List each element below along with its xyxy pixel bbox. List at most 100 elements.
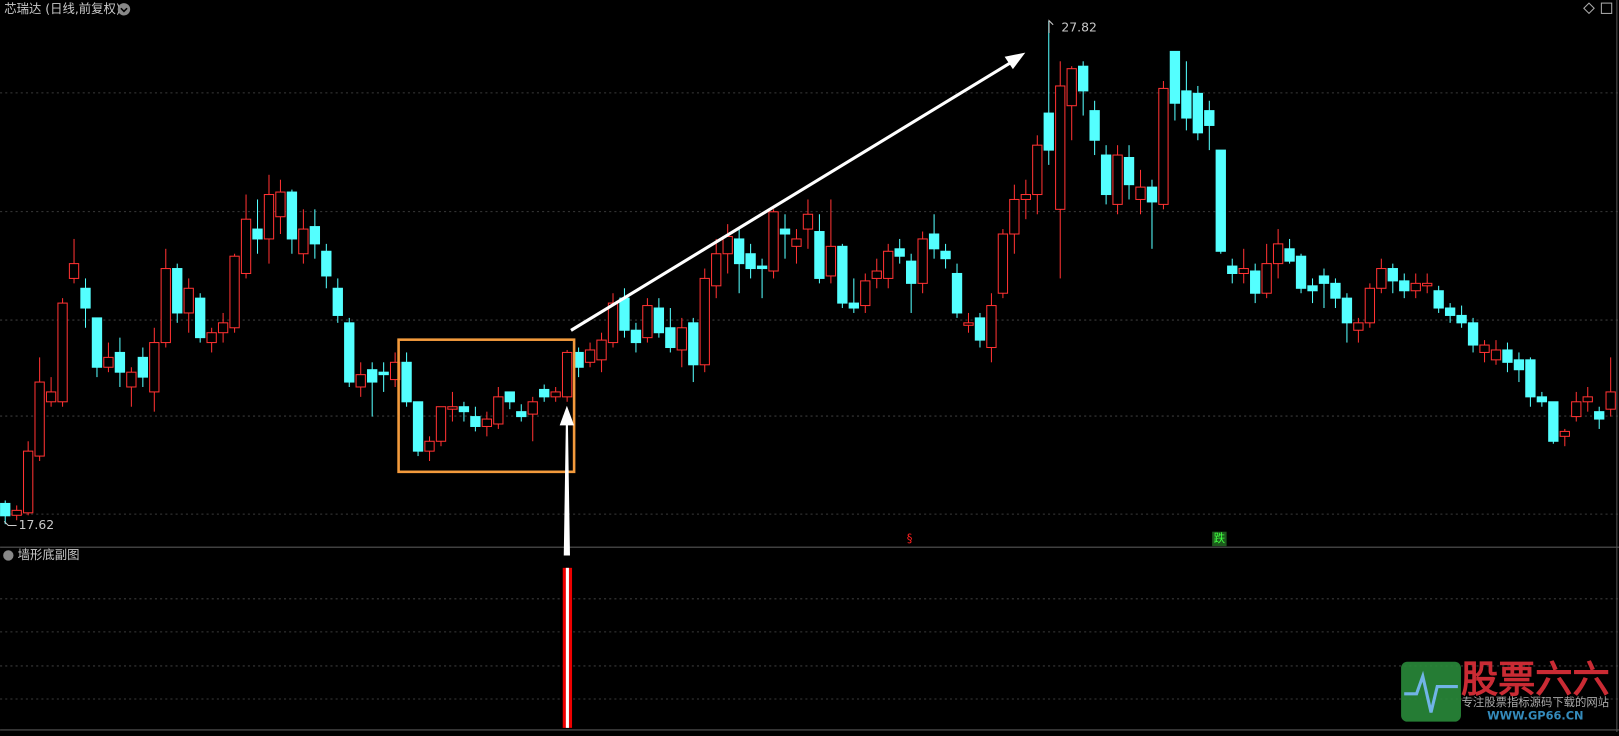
menu-icon[interactable] <box>3 550 14 561</box>
candle-body <box>1559 430 1570 437</box>
candle-body <box>1020 194 1031 200</box>
candle-body <box>1410 282 1421 292</box>
candle-body <box>676 327 687 351</box>
candle-body <box>286 191 298 240</box>
candle-body <box>1341 297 1353 324</box>
candle-body <box>1525 359 1536 398</box>
candle-body <box>1513 359 1525 371</box>
watermark-url: WWW.GP66.CN <box>1487 709 1583 723</box>
candle-body <box>137 356 149 378</box>
candle-body <box>653 307 665 334</box>
candle-body <box>332 287 343 316</box>
min-label: 17.62 <box>19 518 54 532</box>
candle-body <box>860 280 871 307</box>
candle-body <box>1123 156 1135 186</box>
icon[interactable] <box>1583 2 1595 15</box>
candle-body <box>848 302 859 309</box>
candle-body <box>263 194 275 240</box>
candle-body <box>0 502 11 517</box>
candle-body <box>298 228 309 255</box>
candle-body <box>905 260 917 284</box>
candle-body <box>1490 349 1502 361</box>
candle-body <box>1479 344 1490 353</box>
candle-body <box>596 339 607 361</box>
candle-body <box>733 238 745 265</box>
candle-body <box>539 388 550 398</box>
candle-body <box>11 509 22 516</box>
candle-body <box>1169 50 1181 104</box>
candle-body <box>1376 268 1387 289</box>
candle-body <box>1605 391 1616 410</box>
candle-body <box>917 238 928 284</box>
candle-body <box>665 327 676 349</box>
candle-body <box>160 268 171 344</box>
candle-body <box>1318 275 1330 284</box>
candle-body <box>34 381 45 457</box>
watermark-title: 股票六六 <box>1461 658 1610 701</box>
candle-body <box>802 213 814 230</box>
candle-body <box>1571 401 1582 418</box>
candle-body <box>321 250 332 277</box>
candle-body <box>1250 270 1261 294</box>
candle-body <box>1594 411 1605 420</box>
pointer <box>1048 19 1054 34</box>
candle-body <box>883 250 894 279</box>
candle-body <box>1055 85 1066 210</box>
candle-body <box>928 233 940 250</box>
candle-body <box>688 322 699 366</box>
candle-body <box>195 297 206 339</box>
candle-body <box>871 270 882 279</box>
candle-body <box>940 250 951 260</box>
candle-body <box>584 349 596 363</box>
candle-body <box>493 396 504 425</box>
candle-body <box>1284 248 1295 262</box>
candle-body <box>1135 186 1146 200</box>
candle-body <box>963 322 974 326</box>
pointer <box>3 521 17 527</box>
candle-body <box>722 235 733 255</box>
candle-body <box>756 265 768 270</box>
candle-body <box>974 317 986 341</box>
candle-body <box>1548 401 1559 442</box>
candle-body <box>1032 144 1043 196</box>
candle-body <box>149 342 160 393</box>
candle-body <box>1089 110 1100 141</box>
candle-body <box>424 440 435 452</box>
candle-body <box>630 329 642 344</box>
arrowhead <box>1004 52 1026 70</box>
icon[interactable] <box>1600 2 1613 14</box>
candle-body <box>1330 282 1341 299</box>
candle-body <box>1238 268 1249 274</box>
candle-body <box>986 305 997 349</box>
candle-body <box>951 272 963 314</box>
signal-box <box>1212 531 1227 547</box>
candle-body <box>1181 90 1192 119</box>
candle-body <box>458 406 470 413</box>
candle-body <box>126 371 137 388</box>
candle-body <box>275 191 286 218</box>
candle-body <box>1399 280 1410 292</box>
candle-body <box>401 361 412 403</box>
candle-body <box>607 302 619 344</box>
candle-body <box>1192 92 1204 134</box>
candle-body <box>344 322 355 383</box>
candle-body <box>470 416 481 427</box>
candle-body <box>481 418 493 427</box>
candle-body <box>447 406 458 410</box>
candle-body <box>1227 265 1238 274</box>
candle-body <box>1112 154 1123 205</box>
candle-body <box>1100 154 1112 196</box>
candle-body <box>527 401 538 415</box>
candle-body <box>1295 255 1307 289</box>
candle-body <box>252 228 263 240</box>
candle-body <box>1158 87 1169 205</box>
candle-body <box>1066 68 1077 107</box>
logo <box>1401 661 1461 722</box>
candle-body <box>367 369 378 383</box>
menu-icon[interactable] <box>117 3 131 16</box>
candle-body <box>1582 396 1593 403</box>
menu-chevron <box>120 7 128 13</box>
